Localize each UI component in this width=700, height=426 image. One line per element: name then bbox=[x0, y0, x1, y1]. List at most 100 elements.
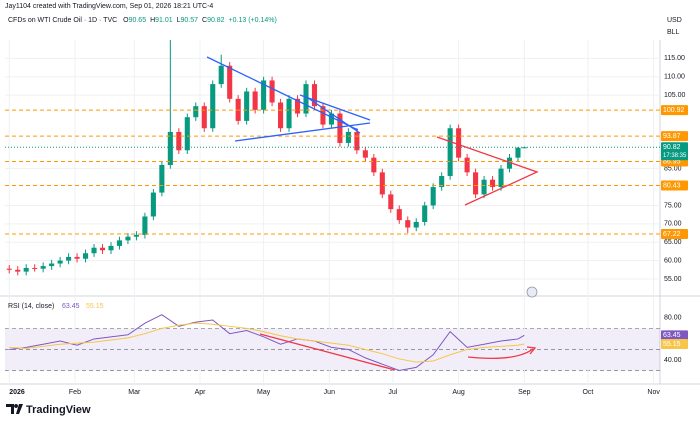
candle-body bbox=[261, 80, 267, 110]
ohlc-label: C bbox=[202, 17, 207, 24]
symbol: CFDs on WTI Crude Oil · 1D · TVC bbox=[8, 17, 117, 24]
candle-body bbox=[176, 131, 182, 151]
candle-body bbox=[303, 84, 309, 114]
candle-body bbox=[150, 192, 156, 217]
drawings bbox=[206, 56, 539, 371]
x-tick-label: 2026 bbox=[9, 389, 25, 396]
candle-body bbox=[142, 216, 148, 235]
y-tick-label: 40.00 bbox=[664, 357, 682, 364]
y-tick-label: 115.00 bbox=[664, 55, 685, 62]
candle-body bbox=[396, 209, 402, 221]
marks: 55.00 60.00 65.00 70.00 75.00 85.00 105.00 110.… bbox=[5, 40, 688, 396]
countdown: 17:38:35 bbox=[663, 153, 687, 159]
candle-body bbox=[447, 128, 453, 177]
candle-body bbox=[286, 98, 292, 129]
candle-body bbox=[99, 247, 106, 251]
unit: BLL bbox=[667, 29, 680, 36]
axis-label-bg bbox=[661, 330, 688, 341]
candle-body bbox=[133, 234, 139, 237]
axis-label-bg bbox=[661, 180, 688, 191]
candle-body bbox=[464, 157, 470, 173]
candle-body bbox=[489, 179, 496, 188]
axis-label: 86.95 bbox=[663, 158, 681, 165]
ohlc-value: 90.82 bbox=[207, 17, 225, 24]
candle-body bbox=[108, 245, 114, 251]
candle-body bbox=[159, 165, 165, 193]
axis-label: 100.92 bbox=[663, 107, 685, 114]
candle-body bbox=[456, 128, 462, 158]
candle-body bbox=[201, 106, 207, 129]
ohlc-label: O bbox=[123, 17, 129, 24]
x-tick-label: Oct bbox=[582, 389, 593, 396]
candle-body bbox=[252, 91, 258, 110]
ohlc-value: 91.01 bbox=[155, 17, 173, 24]
logo-icon bbox=[6, 404, 23, 414]
y-tick-label: 70.00 bbox=[664, 221, 682, 228]
x-tick-label: Jul bbox=[388, 389, 397, 396]
x-tick-label: Feb bbox=[69, 389, 81, 396]
y-tick-label: 110.00 bbox=[664, 74, 685, 81]
x-tick-label: Sep bbox=[518, 389, 531, 396]
candle-body bbox=[66, 256, 72, 261]
x-tick-label: Apr bbox=[195, 389, 207, 396]
axis-label: 80.43 bbox=[663, 182, 681, 189]
y-tick-label: 105.00 bbox=[664, 92, 686, 99]
last-price-bg bbox=[661, 142, 688, 161]
x-tick-label: Jun bbox=[324, 389, 335, 396]
candle-body bbox=[515, 147, 521, 158]
trendline bbox=[206, 56, 359, 131]
rsi-value: 63.45 bbox=[62, 303, 80, 310]
symbol-line: CFDs on WTI Crude Oil · 1D · TVC O90.65 … bbox=[8, 17, 277, 24]
trendline bbox=[299, 94, 371, 121]
currency: USD bbox=[667, 17, 682, 24]
grid bbox=[5, 40, 660, 384]
x-tick-label: May bbox=[257, 389, 271, 396]
candle-body bbox=[345, 131, 351, 143]
y-tick-label: 60.00 bbox=[664, 257, 682, 264]
candle-body bbox=[439, 176, 445, 188]
axis-label-bg bbox=[661, 339, 688, 350]
candle-body bbox=[379, 172, 385, 195]
brand: TradingView bbox=[26, 404, 91, 416]
candle-body bbox=[91, 247, 97, 254]
arrow bbox=[467, 348, 534, 359]
candle-body bbox=[167, 131, 173, 165]
ohlc-label: H bbox=[150, 17, 155, 24]
axis-label-bg bbox=[661, 229, 688, 240]
candle-body bbox=[422, 205, 428, 222]
y-tick-label: 80.00 bbox=[664, 315, 682, 322]
candle-body bbox=[413, 221, 419, 228]
y-tick-label: 75.00 bbox=[664, 202, 682, 209]
candle-body bbox=[481, 179, 487, 195]
change: +0.13 (+0.14%) bbox=[229, 17, 277, 24]
candle-body bbox=[227, 65, 233, 99]
axis-label: 63.45 bbox=[663, 332, 681, 339]
candle-body bbox=[23, 267, 29, 272]
candle-body bbox=[362, 150, 368, 158]
rsi-title: RSI (14, close) bbox=[8, 303, 54, 310]
y-tick-label: 55.00 bbox=[664, 276, 682, 283]
candle-body bbox=[354, 131, 360, 151]
last-price: 90.82 bbox=[663, 144, 681, 151]
candle-body bbox=[278, 102, 284, 129]
ohlc-value: 90.57 bbox=[181, 17, 199, 24]
candle-body bbox=[337, 113, 343, 143]
axis-label: 93.87 bbox=[663, 133, 681, 140]
author: Jay1104 created with TradingView.com, Se… bbox=[5, 3, 213, 10]
candle-body bbox=[74, 256, 80, 259]
candle-body bbox=[15, 269, 21, 272]
x-tick-label: Nov bbox=[647, 389, 660, 396]
axis-label: 55.15 bbox=[663, 341, 681, 348]
candle-body bbox=[506, 157, 513, 169]
candle-body bbox=[40, 266, 46, 269]
axis-label: 67.22 bbox=[663, 231, 681, 238]
candle-body bbox=[57, 260, 63, 264]
triangle bbox=[436, 136, 539, 206]
rsi-band bbox=[5, 328, 660, 371]
rsi-line bbox=[9, 314, 525, 372]
axis-label-bg bbox=[661, 105, 688, 116]
candle-body bbox=[294, 98, 301, 114]
rsi-line bbox=[9, 322, 525, 363]
x-tick-label: Aug bbox=[452, 389, 465, 396]
